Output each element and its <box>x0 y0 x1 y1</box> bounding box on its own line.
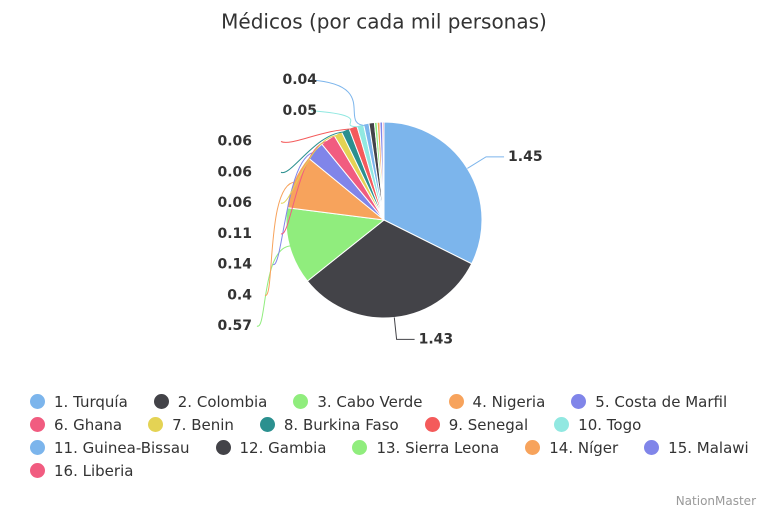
legend-label: 9. Senegal <box>448 415 529 434</box>
data-label: 0.04 <box>282 72 317 88</box>
legend-item[interactable]: 14. Níger <box>525 438 618 457</box>
data-label: 1.45 <box>508 149 543 165</box>
data-label: 0.06 <box>217 164 252 180</box>
legend-item[interactable]: 9. Senegal <box>424 415 529 434</box>
legend-swatch <box>352 440 368 455</box>
legend-swatch <box>153 394 169 409</box>
credit: NationMaster <box>675 494 756 508</box>
legend-swatch <box>30 394 45 409</box>
legend-label: 10. Togo <box>578 415 642 434</box>
data-label: 1.43 <box>419 331 454 347</box>
legend-swatch <box>215 440 231 455</box>
legend-swatch <box>554 417 570 432</box>
legend-swatch <box>30 417 45 432</box>
pie-slice <box>306 219 473 319</box>
connector <box>393 317 415 340</box>
legend-label: 1. Turquía <box>54 392 128 411</box>
legend-swatch <box>30 440 45 455</box>
legend-label: 7. Benin <box>172 415 234 434</box>
legend-item[interactable]: 5. Costa de Marfil <box>571 392 727 411</box>
legend-swatch <box>259 417 275 432</box>
legend-item[interactable]: 2. Colombia <box>153 392 268 411</box>
connector <box>272 151 317 266</box>
legend-label: 15. Malawi <box>668 438 749 457</box>
legend-swatch <box>30 463 45 478</box>
legend-label: 2. Colombia <box>177 392 268 411</box>
legend-item[interactable]: 12. Gambia <box>215 438 327 457</box>
connector <box>280 128 354 143</box>
legend-item[interactable]: 6. Ghana <box>30 415 122 434</box>
legend-label: 8. Burkina Faso <box>283 415 399 434</box>
legend-label: 3. Cabo Verde <box>317 392 423 411</box>
legend-item[interactable]: 3. Cabo Verde <box>293 392 423 411</box>
chart: Médicos (por cada mil personas) 1.45 1.43… <box>217 10 547 348</box>
legend-swatch <box>571 394 587 409</box>
connector <box>264 181 296 296</box>
legend-item[interactable]: 11. Guinea-Bissau <box>30 438 190 457</box>
data-label: 0.14 <box>217 257 252 273</box>
legend-swatch <box>293 394 309 409</box>
legend-item[interactable]: 16. Liberia <box>30 461 133 480</box>
legend-label: 6. Ghana <box>54 415 123 434</box>
connector <box>310 110 361 128</box>
data-label: 0.4 <box>227 287 252 303</box>
legend-item[interactable]: 13. Sierra Leona <box>352 438 499 457</box>
legend-label: 16. Liberia <box>54 461 134 480</box>
legend-item[interactable]: 10. Togo <box>554 415 641 434</box>
legend-swatch <box>424 417 440 432</box>
connector <box>280 134 339 204</box>
chart-title: Médicos (por cada mil personas) <box>221 10 547 34</box>
connector <box>310 79 367 127</box>
pie-slice <box>382 121 385 221</box>
data-label: 0.06 <box>217 134 252 150</box>
legend-swatch <box>448 394 464 409</box>
legend-label: 12. Gambia <box>239 438 327 457</box>
legend-item[interactable]: 15. Malawi <box>644 438 749 457</box>
pie-slice <box>383 121 483 265</box>
legend-item[interactable]: 1. Turquía <box>30 392 128 411</box>
data-label: 0.05 <box>282 103 317 119</box>
legend-label: 14. Níger <box>549 438 619 457</box>
legend-label: 4. Nigeria <box>472 392 546 411</box>
data-label: 0.11 <box>217 226 252 242</box>
legend-item[interactable]: 4. Nigeria <box>448 392 546 411</box>
legend-swatch <box>148 417 164 432</box>
legend-item[interactable]: 7. Benin <box>148 415 234 434</box>
legend-swatch <box>644 440 660 455</box>
legend-label: 13. Sierra Leona <box>376 438 500 457</box>
connector <box>467 156 505 169</box>
connector <box>280 131 347 173</box>
legend-swatch <box>525 440 541 455</box>
data-label: 0.06 <box>217 195 252 211</box>
data-label: 0.57 <box>217 318 252 334</box>
legend-item[interactable]: 8. Burkina Faso <box>259 415 399 434</box>
legend-label: 11. Guinea-Bissau <box>54 438 190 457</box>
legend-label: 5. Costa de Marfil <box>595 392 728 411</box>
legend: 1. Turquía 2. Colombia 3. Cabo Verde 4. Nig… <box>30 392 750 480</box>
connector <box>256 245 292 327</box>
